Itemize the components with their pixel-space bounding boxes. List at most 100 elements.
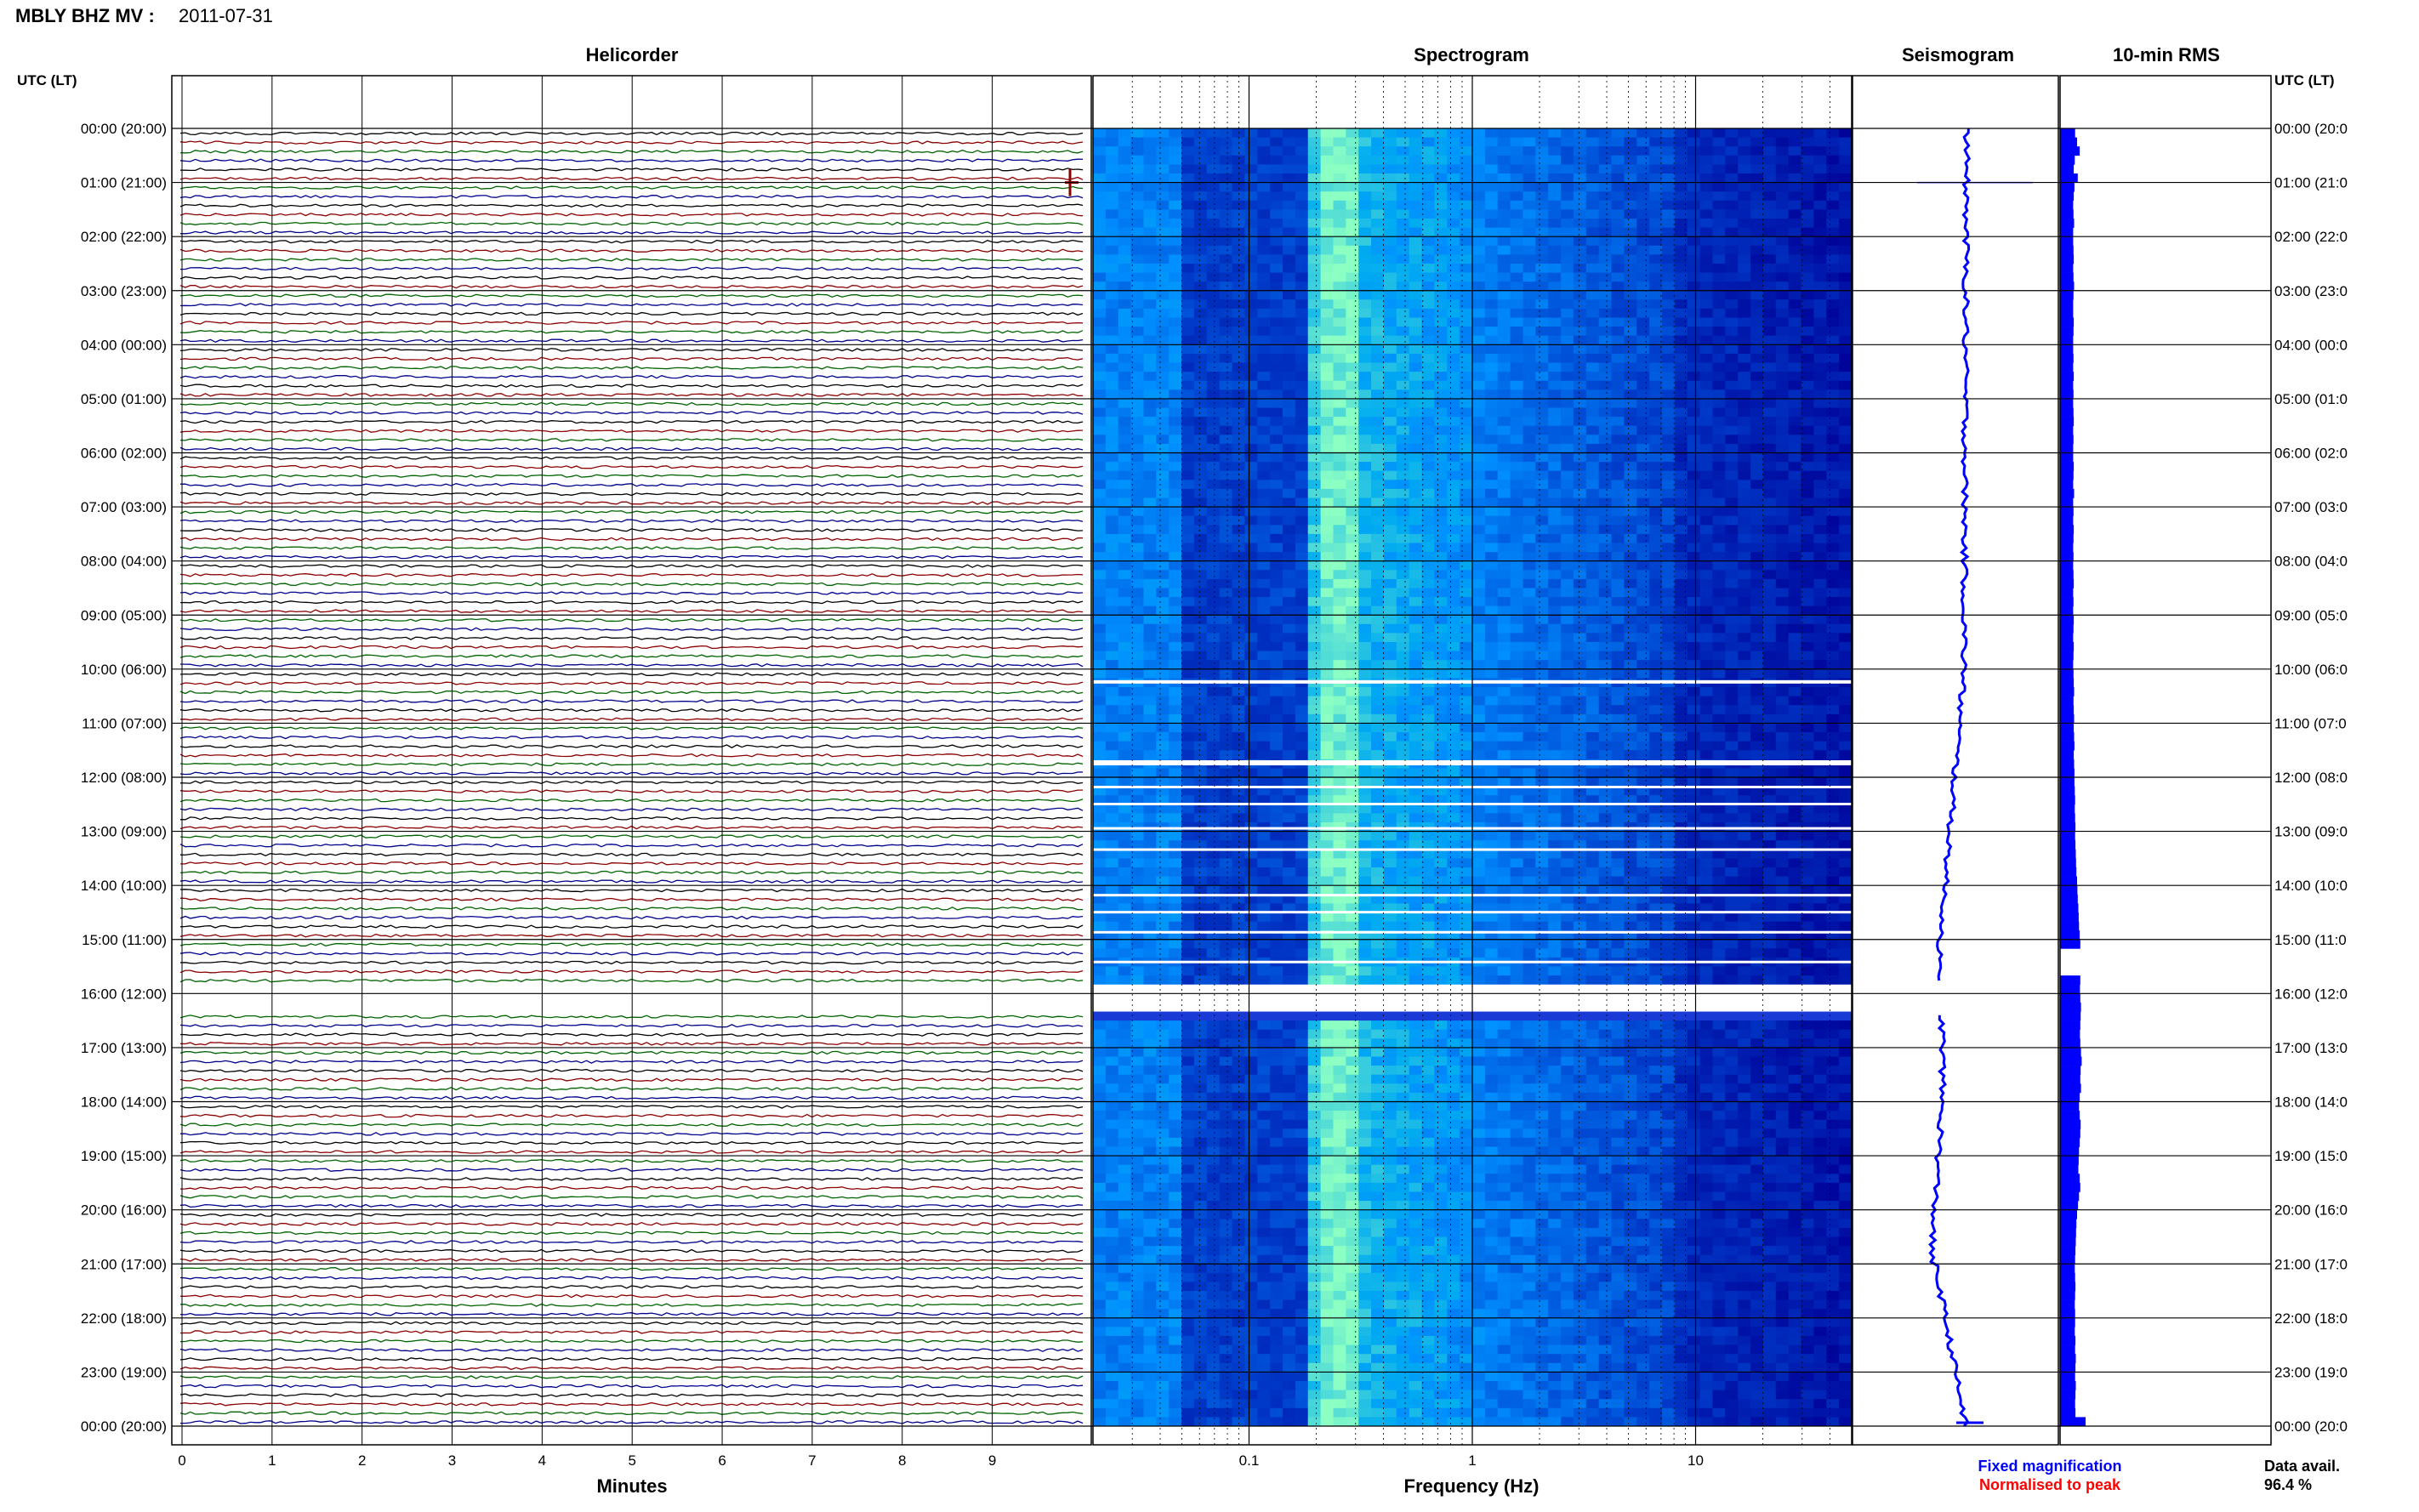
spectrogram-cell — [1813, 560, 1827, 571]
spectrogram-cell — [1219, 191, 1233, 202]
spectrogram-cell — [1801, 308, 1814, 318]
spectrogram-cell — [1598, 668, 1613, 679]
spectrogram-cell — [1687, 642, 1701, 651]
spectrogram-cell — [1193, 543, 1208, 553]
spectrogram-cell — [1725, 795, 1739, 805]
spectrogram-cell — [1636, 768, 1650, 778]
spectrogram-cell — [1535, 470, 1549, 480]
spectrogram-cell — [1257, 741, 1271, 751]
spectrogram-cell — [1093, 525, 1107, 535]
spectrogram-cell — [1750, 164, 1764, 174]
spectrogram-cell — [1561, 398, 1574, 408]
spectrogram-cell — [1333, 462, 1346, 472]
spectrogram-cell — [1813, 777, 1827, 787]
spectrogram-cell — [1169, 200, 1182, 210]
spectrogram-cell — [1636, 308, 1650, 318]
spectrogram-cell — [1699, 128, 1714, 138]
spectrogram-cell — [1523, 281, 1536, 292]
spectrogram-cell — [1535, 750, 1549, 760]
spectrogram-cell — [1725, 804, 1739, 814]
spectrogram-cell — [1371, 552, 1385, 562]
spectrogram-cell — [1333, 560, 1346, 571]
spectrogram-cell — [1169, 795, 1182, 805]
spectrogram-cell — [1712, 597, 1726, 607]
spectrogram-cell — [1687, 372, 1701, 382]
spectrogram-cell — [1472, 236, 1486, 247]
spectrogram-cell — [1775, 146, 1790, 156]
spectrogram-cell — [1738, 777, 1751, 787]
spectrogram-cell — [1801, 615, 1814, 625]
spectrogram-cell — [1283, 660, 1296, 670]
spectrogram-cell — [1093, 299, 1107, 310]
spectrogram-cell — [1244, 200, 1258, 210]
spectrogram-cell — [1371, 335, 1385, 345]
spectrogram-cell — [1371, 867, 1385, 877]
spectrogram-cell — [1307, 128, 1322, 138]
spectrogram-cell — [1105, 543, 1119, 553]
spectrogram-cell — [1788, 452, 1802, 463]
spectrogram-cell — [1093, 552, 1107, 562]
spectrogram-cell — [1699, 182, 1714, 192]
spectrogram-cell — [1346, 281, 1359, 292]
spectrogram-cell — [1611, 128, 1625, 138]
spectrogram-cell — [1244, 389, 1258, 400]
spectrogram-cell — [1346, 849, 1359, 859]
spectrogram-cell — [1358, 480, 1372, 490]
spectrogram-cell — [1750, 245, 1764, 255]
spectrogram-cell — [1738, 543, 1751, 553]
spectrogram-cell — [1383, 615, 1397, 625]
spectrogram-cell — [1738, 651, 1751, 661]
spectrogram-cell — [1561, 290, 1574, 300]
spectrogram-cell — [1712, 687, 1726, 696]
spectrogram-cell — [1383, 605, 1397, 616]
spectrogram-cell — [1535, 191, 1549, 202]
spectrogram-cell — [1510, 128, 1524, 138]
spectrogram-cell — [1585, 245, 1600, 255]
spectrogram-cell — [1801, 732, 1814, 742]
spectrogram-cell — [1510, 407, 1524, 418]
spectrogram-cell — [1283, 687, 1296, 696]
spectrogram-cell — [1434, 713, 1448, 724]
spectrogram-cell — [1649, 462, 1663, 472]
spectrogram-cell — [1169, 786, 1182, 796]
spectrogram-cell — [1358, 552, 1372, 562]
spectrogram-cell — [1839, 470, 1852, 480]
spectrogram-cell — [1662, 525, 1676, 535]
spectrogram-cell — [1460, 849, 1473, 859]
spectrogram-cell — [1624, 741, 1637, 751]
spectrogram-cell — [1346, 578, 1359, 588]
spectrogram-cell — [1270, 389, 1283, 400]
spectrogram-cell — [1687, 651, 1701, 661]
spectrogram-cell — [1169, 245, 1182, 255]
spectrogram-cell — [1813, 543, 1827, 553]
spectrogram-cell — [1674, 696, 1688, 706]
spectrogram-cell — [1801, 209, 1814, 219]
spectrogram-cell — [1750, 209, 1764, 219]
spectrogram-cell — [1371, 327, 1385, 337]
spectrogram-cell — [1624, 813, 1637, 823]
spectrogram-cell — [1447, 299, 1460, 310]
spectrogram-cell — [1181, 344, 1195, 355]
spectrogram-cell — [1447, 552, 1460, 562]
spectrogram-cell — [1169, 497, 1182, 508]
spectrogram-cell — [1788, 191, 1802, 202]
spectrogram-cell — [1193, 137, 1208, 147]
spectrogram-cell — [1725, 398, 1739, 408]
spectrogram-cell — [1699, 651, 1714, 661]
spectrogram-cell — [1561, 191, 1574, 202]
spectrogram-cell — [1484, 597, 1499, 607]
spectrogram-cell — [1169, 849, 1182, 859]
spectrogram-cell — [1712, 786, 1726, 796]
spectrogram-cell — [1193, 849, 1208, 859]
spectrogram-cell — [1295, 732, 1309, 742]
spectrogram-cell — [1472, 849, 1486, 859]
spectrogram-cell — [1699, 245, 1714, 255]
spectrogram-cell — [1295, 264, 1309, 273]
spectrogram-cell — [1093, 651, 1107, 661]
spectrogram-cell — [1270, 164, 1283, 174]
spectrogram-cell — [1801, 867, 1814, 877]
spectrogram-cell — [1548, 191, 1562, 202]
spectrogram-cell — [1460, 497, 1473, 508]
spectrogram-cell — [1371, 795, 1385, 805]
spectrogram-cell — [1662, 858, 1676, 868]
